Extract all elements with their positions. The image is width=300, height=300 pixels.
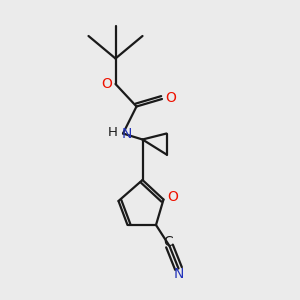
Text: O: O — [167, 190, 178, 204]
Text: N: N — [122, 127, 132, 140]
Text: O: O — [102, 77, 112, 91]
Text: H: H — [108, 125, 117, 139]
Text: N: N — [174, 268, 184, 281]
Text: O: O — [165, 91, 176, 104]
Text: C: C — [164, 236, 173, 249]
